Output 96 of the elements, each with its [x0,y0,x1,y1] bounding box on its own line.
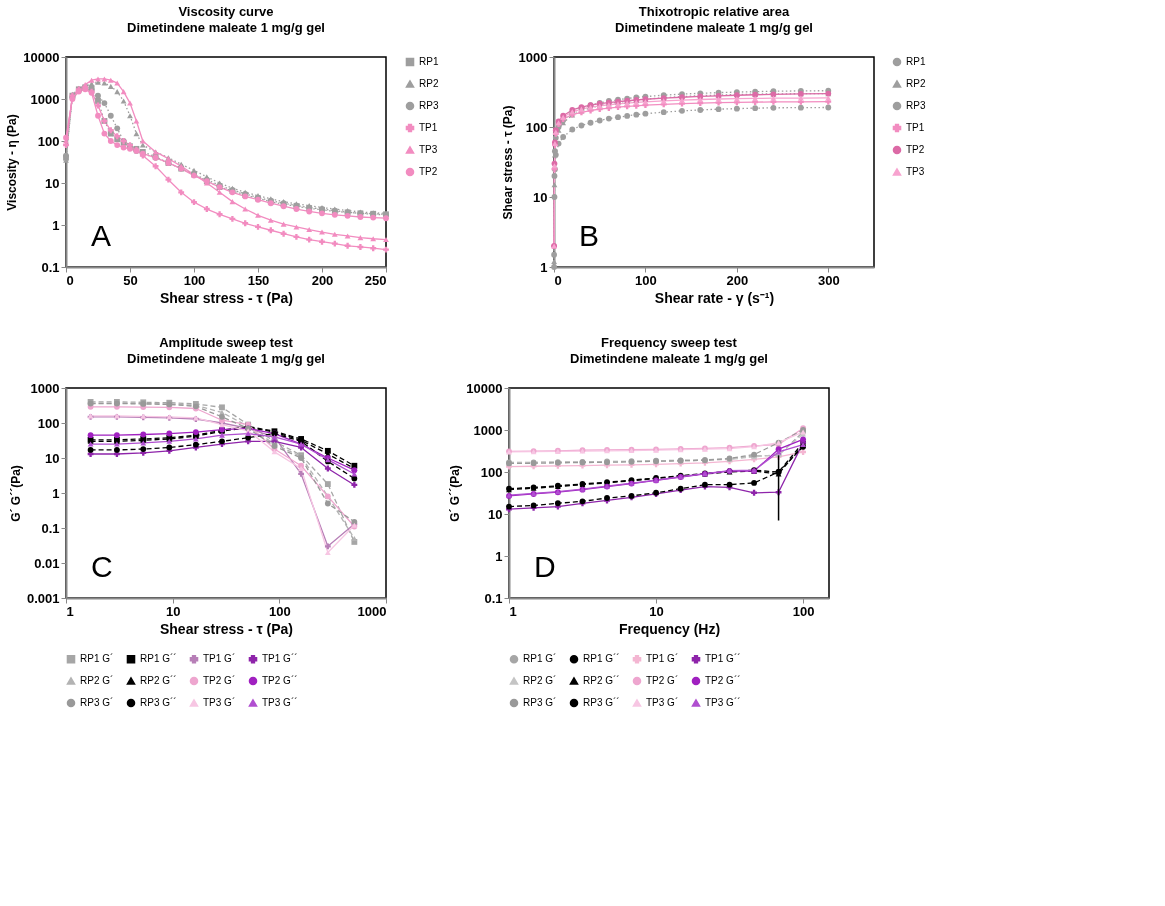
legend-label: RP3 [906,100,926,111]
legend-label: RP3 G´´ [583,697,620,708]
x-tick-label: 50 [123,272,138,288]
y-tick-label: 10000 [466,380,503,396]
y-tick-label: 100 [480,464,503,480]
annotation: D [534,550,556,583]
y-tick-label: 1000 [473,422,503,438]
x-axis-title: Shear stress - τ (Pa) [159,289,294,306]
legend-label: TP1 [906,122,925,133]
chart-title: Frequency sweep test [601,335,738,350]
y-tick-label: 100 [525,119,548,135]
chart-subtitle: Dimetindene maleate 1 mg/g gel [127,351,325,366]
x-tick-label: 100 [183,272,206,288]
legend-label: TP2 [906,144,925,155]
legend-label: TP1 G´ [646,653,679,665]
annotation: A [91,219,112,252]
y-tick-label: 0.001 [26,590,60,606]
x-tick-label: 100 [792,603,815,619]
x-axis-title: Shear stress - τ (Pa) [159,620,294,637]
y-tick-label: 1 [540,259,548,275]
x-axis-title: Frequency (Hz) [618,620,721,637]
x-tick-label: 10 [165,603,181,619]
annotation: B [579,219,600,252]
y-tick-label: 1 [495,548,503,564]
x-tick-label: 100 [268,603,291,619]
x-tick-label: 100 [635,272,657,288]
legend-label: RP2 G´´ [140,675,177,686]
legend-label: TP3 G´´ [705,697,741,708]
x-tick-label: 0 [66,272,74,288]
annotation: C [91,550,113,583]
y-tick-label: 10 [533,189,548,205]
y-tick-label: 1000 [30,91,60,107]
y-axis-title: G´ G´´(Pa) [448,465,463,522]
legend-label: RP1 G´ [80,653,114,665]
y-tick-label: 1000 [30,380,60,396]
legend-label: RP1 [906,56,926,67]
y-axis-title: G´ G´´(Pa) [8,465,23,522]
chart-subtitle: Dimetindene maleate 1 mg/g gel [127,20,325,35]
legend-label: RP3 G´ [80,697,114,708]
chart-subtitle: Dimetindene maleate 1 mg/g gel [615,20,813,35]
legend-label: TP3 [906,166,925,177]
legend-label: RP2 G´ [523,675,557,686]
y-tick-label: 0.1 [41,259,60,275]
x-axis-title: Shear rate - γ (s⁻¹) [654,289,775,306]
legend-label: TP3 G´ [646,697,679,708]
x-tick-label: 200 [311,272,334,288]
legend-label: RP2 G´ [80,675,114,686]
legend-label: TP2 G´ [203,675,236,686]
y-tick-label: 1 [52,217,60,233]
y-tick-label: 10000 [23,49,60,65]
chart-title: Viscosity curve [178,4,274,19]
legend-label: RP2 G´´ [583,675,620,686]
x-tick-label: 1000 [357,603,387,619]
legend-label: TP3 [419,144,438,155]
y-tick-label: 0.01 [34,555,60,571]
chart-title: Amplitude sweep test [159,335,294,350]
y-tick-label: 10 [488,506,503,522]
legend-label: RP3 G´´ [140,697,177,708]
legend-label: TP1 G´´ [705,653,741,665]
legend-label: RP3 [419,100,439,111]
legend-label: TP2 G´´ [705,675,741,686]
legend-label: TP1 G´ [203,653,236,665]
x-tick-label: 150 [247,272,270,288]
chart-title: Thixotropic relative area [638,4,790,19]
y-tick-label: 1 [52,485,60,501]
legend-label: TP2 G´ [646,675,679,686]
y-tick-label: 0.1 [484,590,503,606]
legend-label: RP2 [419,78,439,89]
legend-label: RP1 G´´ [583,653,620,665]
legend-label: RP3 G´ [523,697,557,708]
legend-label: RP1 G´´ [140,653,177,665]
y-tick-label: 10 [45,175,60,191]
y-axis-title: Viscosity - η (Pa) [5,114,20,211]
legend-label: TP1 [419,122,438,133]
x-tick-label: 0 [554,272,562,288]
chart-subtitle: Dimetindene maleate 1 mg/g gel [570,351,768,366]
x-tick-label: 1 [66,603,74,619]
y-tick-label: 100 [37,133,60,149]
x-tick-label: 1 [509,603,517,619]
legend-label: RP1 [419,56,439,67]
x-tick-label: 250 [364,272,387,288]
y-tick-label: 10 [45,450,60,466]
legend-label: RP2 [906,78,926,89]
x-tick-label: 200 [726,272,749,288]
legend-label: TP2 G´´ [262,675,298,686]
y-axis-title: Shear stress - τ (Pa) [500,105,515,220]
x-tick-label: 300 [817,272,840,288]
legend-label: TP2 [419,166,438,177]
y-tick-label: 1000 [518,49,548,65]
y-tick-label: 0.1 [41,520,60,536]
legend-label: TP1 G´´ [262,653,298,665]
legend-label: TP3 G´´ [262,697,298,708]
x-tick-label: 10 [649,603,664,619]
y-tick-label: 100 [37,415,60,431]
legend-label: TP3 G´ [203,697,236,708]
legend-label: RP1 G´ [523,653,557,665]
